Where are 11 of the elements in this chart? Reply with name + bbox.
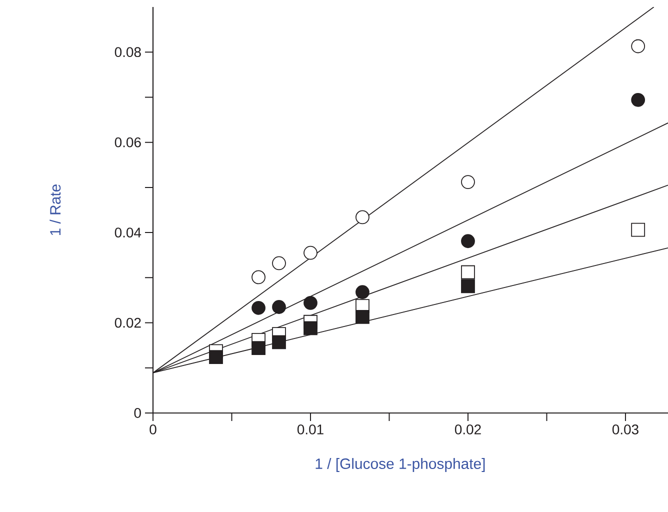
y-tick-label: 0.08	[114, 47, 141, 58]
y-tick-label: 0	[134, 408, 141, 418]
y-tick-label: 0.04	[114, 228, 142, 238]
x-tick-label: 0	[150, 424, 156, 434]
x-axis-title: 1 / [Glucose 1-phosphate]	[316, 458, 485, 472]
y-axis-title: 1 / Rate	[50, 184, 61, 236]
x-tick-label: 0.03	[612, 424, 638, 434]
x-tick-label: 0.02	[454, 424, 481, 434]
y-tick-label: 0.02	[114, 318, 141, 328]
x-tick-label: 0.01	[297, 424, 324, 434]
y-tick-label: 0.06	[114, 137, 141, 148]
